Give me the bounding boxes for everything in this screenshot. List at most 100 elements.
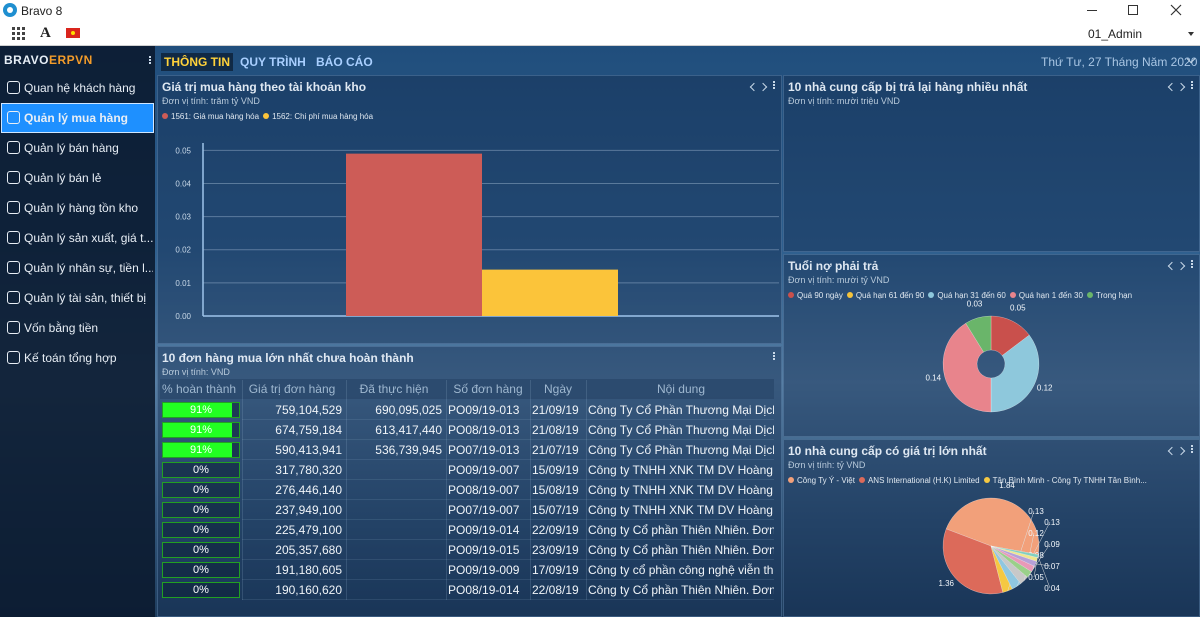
date: Thứ Tư, 27 Tháng Năm 2020 <box>1041 55 1198 69</box>
column-header[interactable]: Ngày <box>543 382 572 396</box>
legend-item: Quá hạn 1 đến 30 <box>1006 291 1083 300</box>
menu-item[interactable]: Quản lý sản xuất, giá t... <box>2 224 153 252</box>
panel-unit: Đơn vị tính: mười tỷ VND <box>788 275 890 285</box>
bar-chart: 0.00 0.01 0.02 0.03 0.04 0.05 <box>175 143 779 321</box>
menu-icon <box>7 231 20 244</box>
legend-item: ANS International (H.K) Limited <box>855 476 980 485</box>
menu-item[interactable]: Quản lý bán hàng <box>2 134 153 162</box>
prev-button[interactable] <box>1167 82 1177 92</box>
y-tick-label: 0.00 <box>175 312 191 321</box>
panel-unit: Đơn vị tính: trăm tỷ VND <box>162 96 260 106</box>
apps-button[interactable] <box>12 27 25 40</box>
menu-item[interactable]: Vốn bằng tiền <box>2 314 153 342</box>
pie-slice <box>990 545 1039 558</box>
legend-label: Quá hạn 31 đến 60 <box>937 291 1006 300</box>
table-cell: 759,104,529 <box>275 403 342 417</box>
progress-bar: 0% <box>162 582 240 598</box>
legend-swatch <box>263 113 270 119</box>
flag-star <box>71 31 75 35</box>
column-header[interactable]: % hoàn thành <box>162 382 237 396</box>
column-header[interactable]: Nội dung <box>656 382 706 396</box>
table-cell: PO08/19-014 <box>448 583 520 597</box>
bar <box>346 153 482 316</box>
menu-item[interactable]: Quan hệ khách hàng <box>2 74 153 102</box>
legend-label: 1561: Giá mua hàng hóa <box>171 112 260 121</box>
table-cell: 21/08/19 <box>532 423 579 437</box>
table-cell: Công Ty Cổ Phần Thương Mại Dịch V <box>588 423 774 437</box>
table-cell: PO08/19-007 <box>448 483 520 497</box>
table-cell: 237,949,100 <box>275 503 342 517</box>
menu-item[interactable]: Kế toán tổng hợp <box>2 344 153 372</box>
slice-label: 0.12 <box>1037 384 1053 393</box>
panel-unit: Đơn vị tính: tỷ VND <box>788 460 866 470</box>
row-divider <box>242 499 774 500</box>
table-cell: Công ty cổ phần công nghệ viễn thô <box>588 563 774 577</box>
table-cell: 690,095,025 <box>375 403 442 417</box>
panel-menu-button[interactable] <box>1191 445 1193 447</box>
table-cell: Công ty TNHH XNK TM DV Hoàng Vi <box>588 483 774 497</box>
progress-bar: 0% <box>162 462 240 478</box>
menu-item[interactable]: Quản lý tài sản, thiết bị <box>2 284 153 312</box>
slice-label: 0.14 <box>926 373 942 382</box>
legend-swatch <box>928 292 935 298</box>
app-logo <box>3 3 17 17</box>
brand-name: BRAVO <box>4 53 49 67</box>
column-header[interactable]: Đã thực hiện <box>359 382 429 396</box>
panel-menu-button[interactable] <box>773 81 775 83</box>
table-header <box>160 379 774 399</box>
purchase-chart-panel: Giá trị mua hàng theo tài khoản kho Đơn … <box>157 75 782 344</box>
table-cell: 23/09/19 <box>532 543 579 557</box>
menu-icon <box>7 351 20 364</box>
progress-bar: 91% <box>162 442 240 458</box>
progress-text: 91% <box>189 444 213 456</box>
table-cell: 21/09/19 <box>532 403 579 417</box>
column-header[interactable]: Số đơn hàng <box>453 382 523 396</box>
legend-swatch <box>1009 292 1016 298</box>
table-cell: 225,479,100 <box>275 523 342 537</box>
panel-menu-button[interactable] <box>1191 260 1193 262</box>
sidebar: BRAVOERPVN Quan hệ khách hàng Quản lý mua… <box>0 46 155 617</box>
progress-bar: 0% <box>162 502 240 518</box>
column-divider <box>446 380 447 600</box>
language-flag[interactable] <box>66 28 80 38</box>
close-button[interactable] <box>1170 4 1182 16</box>
panel-menu-button[interactable] <box>1191 81 1193 83</box>
table-cell: PO08/19-013 <box>448 423 520 437</box>
progress-fill <box>163 423 233 437</box>
menu-item[interactable]: Quản lý mua hàng <box>1 103 154 133</box>
next-button[interactable] <box>1176 82 1186 92</box>
tab[interactable]: BÁO CÁO <box>316 55 373 69</box>
table-cell: Công ty TNHH XNK TM DV Hoàng Vi <box>588 503 774 517</box>
sidebar-menu-button[interactable] <box>149 56 151 58</box>
progress-text: 0% <box>193 524 209 536</box>
panel-title: 10 nhà cung cấp bị trả lại hàng nhiều nh… <box>788 80 1028 94</box>
table-cell: Công ty Cổ phần Thiên Nhiên. Đơn h <box>588 543 774 557</box>
title-bar: Bravo 8 <box>0 0 1200 22</box>
row-divider <box>242 519 774 520</box>
column-header[interactable]: Giá trị đơn hàng <box>248 382 336 396</box>
user-dropdown[interactable] <box>1188 32 1194 36</box>
tab[interactable]: QUY TRÌNH <box>240 55 306 69</box>
menu-item[interactable]: Quản lý nhân sự, tiền l... <box>2 254 153 282</box>
progress-bar: 0% <box>162 542 240 558</box>
menu-item[interactable]: Quản lý hàng tồn kho <box>2 194 153 222</box>
minimize-button[interactable] <box>1087 10 1097 11</box>
user-name[interactable]: 01_Admin <box>1088 27 1143 41</box>
pie-slice <box>942 322 992 413</box>
y-tick-label: 0.05 <box>175 146 191 155</box>
panel-title: 10 nhà cung cấp có giá trị lớn nhất <box>788 444 987 458</box>
restore-button[interactable] <box>1128 5 1138 15</box>
panel-menu-button[interactable] <box>773 352 775 354</box>
menu-item[interactable]: Quản lý bán lẻ <box>2 164 153 192</box>
column-divider <box>586 380 587 600</box>
panel-title: 10 đơn hàng mua lớn nhất chưa hoàn thành <box>162 351 414 365</box>
legend-swatch <box>162 113 168 119</box>
bar <box>482 269 618 316</box>
progress-text: 0% <box>193 464 209 476</box>
table-cell: 536,739,945 <box>375 443 442 457</box>
leader-line <box>1035 563 1051 567</box>
row-divider <box>242 439 774 440</box>
font-button[interactable]: A <box>40 25 51 41</box>
tab[interactable]: THÔNG TIN <box>161 53 233 71</box>
